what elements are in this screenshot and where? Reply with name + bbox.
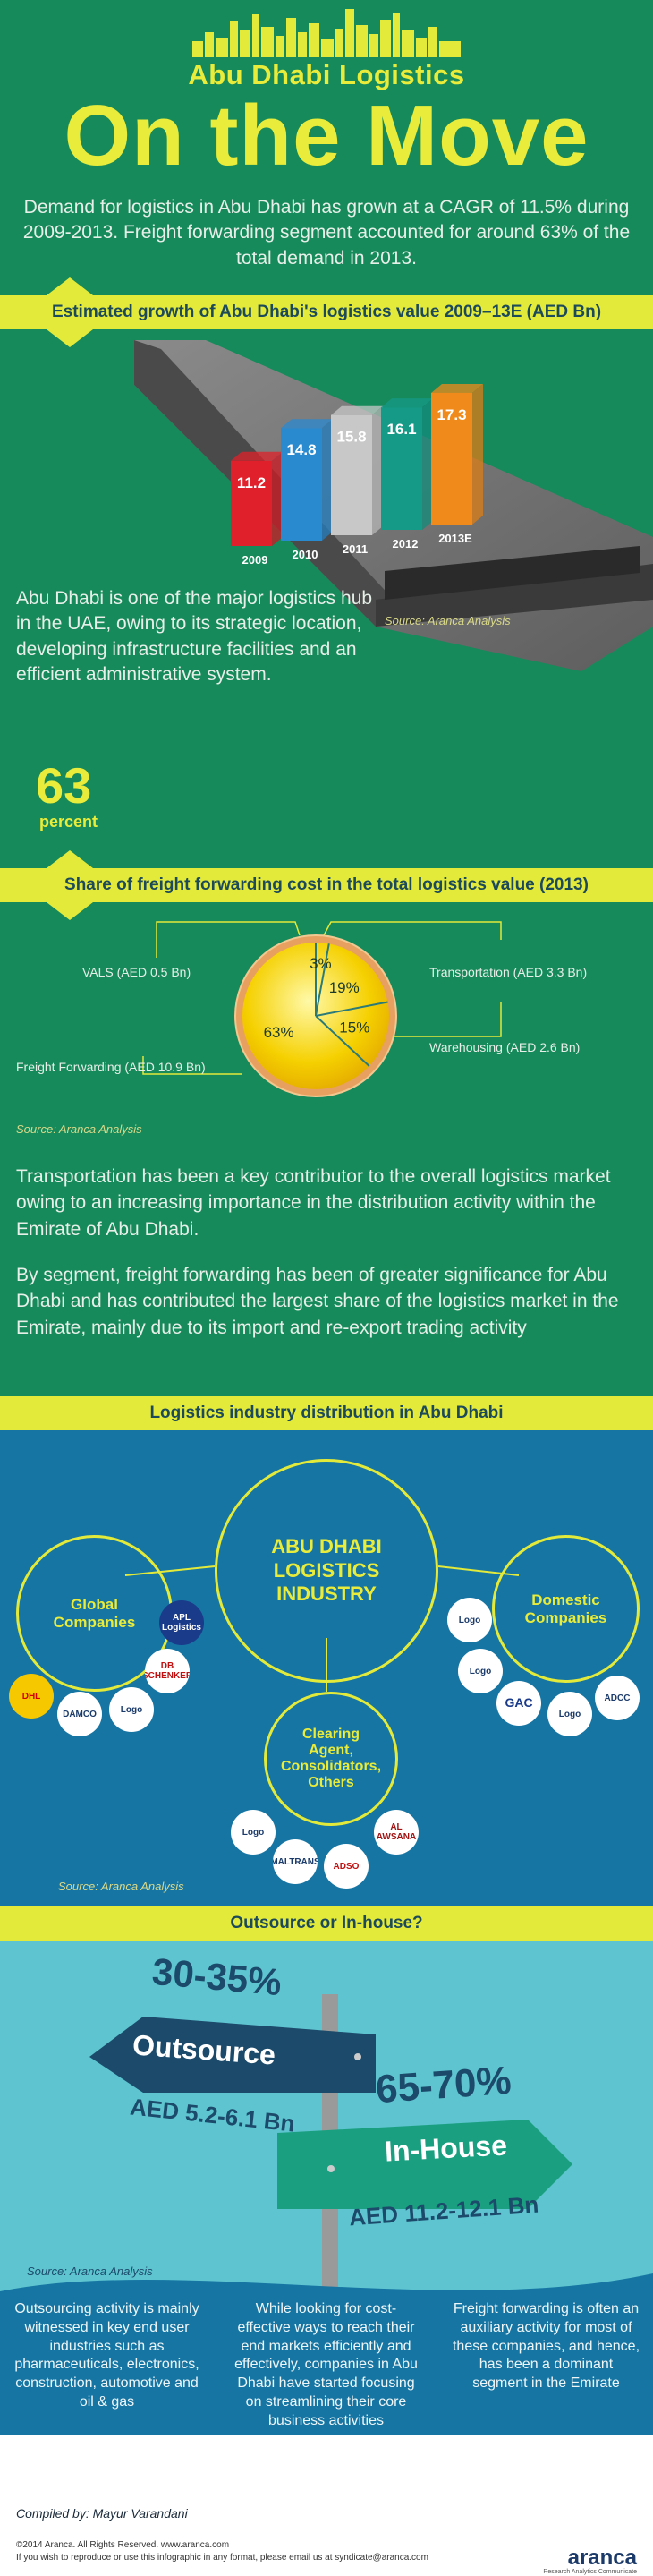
domestic-logo: Logo (447, 1598, 492, 1642)
center-label: ABU DHABI LOGISTICS INDUSTRY (271, 1535, 382, 1606)
pie-divider-Warehousing (315, 1001, 388, 1017)
growth-title: Estimated growth of Abu Dhabi's logistic… (51, 303, 602, 321)
adcc-logo: ADCC (595, 1676, 640, 1720)
adso-logo: ADSO (324, 1844, 369, 1889)
reproduce-note: If you wish to reproduce or use this inf… (16, 2553, 428, 2563)
apl-logo: APL Logistics (159, 1600, 204, 1645)
big-percent-label: percent (39, 813, 98, 831)
bar-2011: 15.8 2011 (331, 405, 383, 556)
domestic-logo: Logo (458, 1649, 503, 1693)
bar-2013E: 17.3 2013E (431, 383, 483, 545)
signpost-illustration (89, 1994, 572, 2316)
footer: Compiled by: Mayur Varandani ©2014 Aranc… (0, 2435, 653, 2576)
distribution-section: Logistics industry distribution in Abu D… (0, 1396, 653, 1906)
distribution-banner: Logistics industry distribution in Abu D… (0, 1396, 653, 1430)
clearing-circle: Clearing Agent, Consolidators, Others (264, 1692, 398, 1826)
copyright: ©2014 Aranca. All Rights Reserved. www.a… (16, 2540, 230, 2550)
bar-category-label: 2012 (393, 537, 419, 550)
bar-category-label: 2009 (242, 553, 268, 567)
bar-category-label: 2011 (343, 542, 368, 556)
big-percent-number: 63 (36, 757, 92, 814)
transport-paragraph: Transportation has been a key contributo… (16, 1166, 611, 1240)
pie-leader-lines (142, 921, 502, 1075)
banner-arrow-icon (47, 850, 93, 868)
inhouse-label: In-House (384, 2128, 508, 2168)
banner-arrow-icon (47, 902, 93, 920)
outsource-section: Outsource or In-house? 30-35% Outsource … (0, 1906, 653, 2435)
intro-text: Demand for logistics in Abu Dhabi has gr… (22, 197, 631, 269)
bar-category-label: 2010 (293, 548, 318, 561)
distribution-title: Logistics industry distribution in Abu D… (149, 1403, 504, 1422)
center-circle: ABU DHABI LOGISTICS INDUSTRY (215, 1459, 438, 1683)
pie-divider-Transportation (315, 943, 330, 1017)
bar-value-label: 11.2 (237, 474, 266, 491)
dhl-logo: DHL (9, 1674, 54, 1719)
maltrans-logo: MALTRANS (273, 1839, 318, 1884)
global-label: Global Companies (53, 1595, 136, 1631)
pie-slice-label: 3% (310, 955, 332, 972)
pie-slice-label: 63% (264, 1024, 294, 1041)
freight-label: Freight Forwarding (AED 10.9 Bn) (16, 1060, 206, 1074)
vals-label: VALS (AED 0.5 Bn) (82, 965, 191, 979)
aranca-logo: aranca (567, 2546, 637, 2570)
bar-2010: 14.8 2010 (281, 419, 333, 561)
share-title: Share of freight forwarding cost in the … (64, 875, 589, 894)
growth-section: Estimated growth of Abu Dhabi's logistic… (0, 277, 653, 868)
outsource-source: Source: Aranca Analysis (27, 2265, 153, 2278)
domestic-circle: Domestic Companies (492, 1535, 640, 1683)
outsource-col-3: Freight forwarding is often an auxiliary… (452, 2301, 640, 2392)
share-source: Source: Aranca Analysis (16, 1122, 142, 1136)
distribution-source: Source: Aranca Analysis (58, 1880, 184, 1893)
share-pie-chart: 3% 19% 15% 63% (234, 934, 397, 1097)
pie-divider-Freight Forwarding (315, 1015, 370, 1067)
bar-value-label: 16.1 (386, 421, 416, 438)
outsource-col-1: Outsourcing activity is mainly witnessed… (14, 2301, 199, 2410)
banner-arrow-icon (47, 277, 93, 295)
share-section: Share of freight forwarding cost in the … (0, 850, 653, 1396)
schenker-logo: DB SCHENKER (145, 1649, 190, 1693)
clearing-label: Clearing Agent, Consolidators, Others (281, 1727, 382, 1790)
pie-slice-label: 15% (339, 1019, 369, 1036)
bar-2009: 11.2 2009 (231, 451, 283, 567)
bar-category-label: 2013E (438, 532, 472, 545)
outsource-text-band (0, 2291, 653, 2435)
damco-logo: DAMCO (57, 1692, 102, 1736)
alawsana-logo: AL AWSANA (374, 1810, 419, 1855)
inhouse-percent: 65-70% (374, 2058, 513, 2112)
compiled-by: Compiled by: Mayur Varandani (16, 2506, 188, 2521)
global-logo: Logo (109, 1687, 154, 1732)
growth-bar-chart: 11.2 2009 14.8 2010 15.8 2011 16.1 2012 17.3 2013… (231, 383, 483, 567)
bar-value-label: 14.8 (286, 441, 316, 458)
clearing-logo: Logo (231, 1810, 276, 1855)
warehousing-label: Warehousing (AED 2.6 Bn) (429, 1040, 581, 1054)
outsource-banner: Outsource or In-house? (0, 1906, 653, 1941)
growth-source: Source: Aranca Analysis (385, 614, 511, 627)
page-headline: On the Move (64, 88, 589, 183)
banner-arrow-icon (47, 329, 93, 347)
domestic-label: Domestic Companies (524, 1591, 607, 1626)
growth-banner: Estimated growth of Abu Dhabi's logistic… (0, 277, 653, 347)
outsource-title: Outsource or In-house? (230, 1914, 423, 1932)
skyline-icon (192, 9, 461, 57)
bar-value-label: 17.3 (437, 406, 466, 423)
domestic-logo: Logo (547, 1692, 592, 1736)
segment-paragraph: By segment, freight forwarding has been … (16, 1265, 619, 1338)
bar-2012: 16.1 2012 (381, 398, 433, 550)
about-text: Abu Dhabi is one of the major logistics … (16, 588, 373, 686)
bar-value-label: 15.8 (336, 429, 366, 446)
pie-slice-label: 19% (329, 979, 360, 996)
header: Abu Dhabi Logistics On the Move Demand f… (0, 0, 653, 295)
brand-title: Abu Dhabi Logistics (188, 59, 465, 90)
outsource-col-2: While looking for cost-effective ways to… (234, 2301, 418, 2428)
aranca-tagline: Research Analytics Communicate (543, 2569, 637, 2575)
share-banner: Share of freight forwarding cost in the … (0, 850, 653, 920)
transportation-label: Transportation (AED 3.3 Bn) (429, 965, 588, 979)
gac-logo: GAC (496, 1681, 541, 1726)
